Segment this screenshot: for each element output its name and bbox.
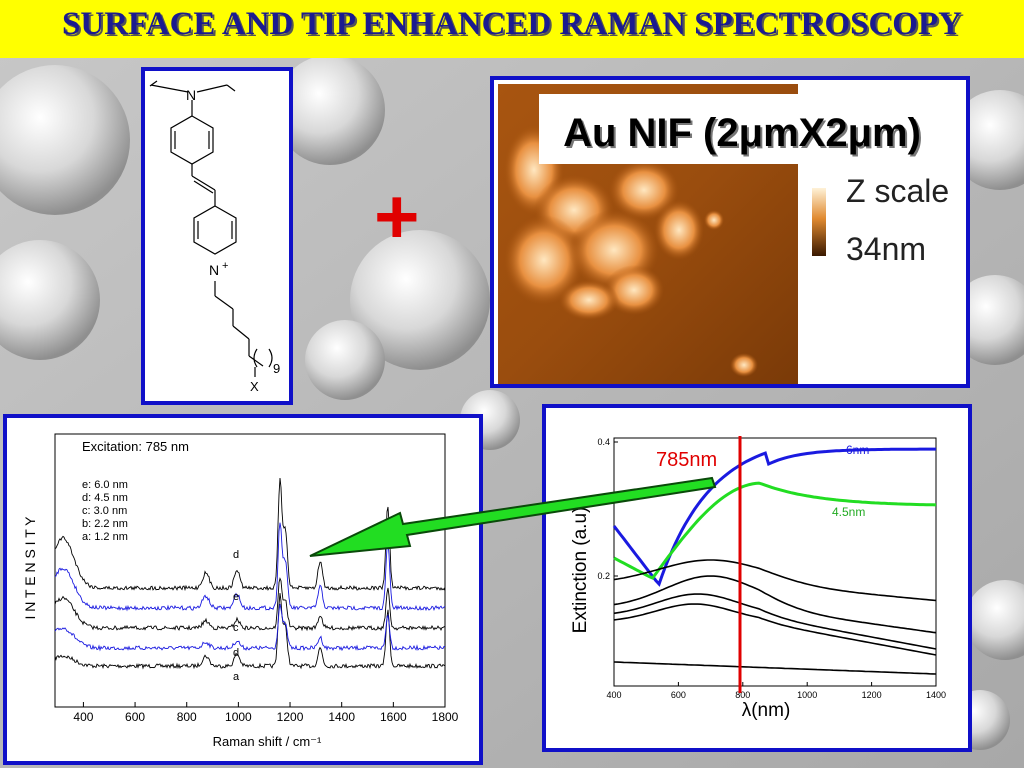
raman-trace-e: [54, 522, 446, 612]
raman-spectra-panel: Excitation: 785 nm e: 6.0 nm d: 4.5 nm c…: [3, 414, 483, 765]
raman-plot-frame: [54, 433, 446, 708]
ext-xtick-label: 600: [671, 690, 686, 700]
ext-ytick-label: 0.4: [597, 437, 610, 447]
curve-black-2: [613, 575, 937, 634]
molecule-structure-panel: N N + 9 X: [141, 67, 293, 405]
curve-black-1: [613, 559, 937, 602]
raman-trace-d-lower: [54, 603, 445, 652]
raman-spectra-chart: Excitation: 785 nm e: 6.0 nm d: 4.5 nm c…: [22, 433, 459, 749]
excitation-label: Excitation: 785 nm: [82, 439, 189, 454]
series-label-4.5nm: 4.5nm: [832, 505, 865, 519]
molecule-diagram: N N + 9 X: [149, 80, 280, 394]
z-scale-value: 34nm: [846, 231, 926, 267]
raman-trace-d: [54, 477, 446, 592]
curve-4.5nm: [613, 481, 937, 580]
afm-label: Au NIF (2μmX2μm): [563, 111, 921, 155]
afm-image: Au NIF (2μmX2μm) Z scale 34nm: [498, 84, 964, 384]
raman-trace-label: c: [233, 622, 239, 634]
ext-xtick-label: 1000: [797, 690, 817, 700]
raman-xtick-label: 400: [73, 710, 93, 724]
legend-entry-e: e: 6.0 nm: [82, 479, 128, 491]
series-label-6nm: 6nm: [846, 443, 869, 457]
raman-xtick-label: 1600: [380, 710, 407, 724]
curve-6nm: [612, 447, 936, 587]
ext-xtick-label: 800: [735, 690, 750, 700]
repeat-subscript: 9: [273, 361, 280, 376]
ext-xtick-label: 1200: [862, 690, 882, 700]
raman-xtick-label: 1200: [277, 710, 304, 724]
extinction-plot-frame: [613, 437, 937, 687]
afm-label-box: [539, 94, 945, 164]
raman-xtick-label: 1400: [328, 710, 355, 724]
pyridinium-n-label: N: [209, 262, 219, 278]
extinction-y-label: Extinction (a.u): [570, 507, 591, 634]
legend-entry-d: d: 4.5 nm: [82, 492, 128, 504]
z-scale-label: Z scale: [846, 173, 949, 209]
curve-black-3: [613, 593, 937, 650]
extinction-chart: 400 600 800 1000 1200 1400 0.4 0.2 785nm 6nm 4.…: [570, 436, 946, 721]
raman-y-label: I N T E N S I T Y: [22, 516, 38, 620]
nanoparticle-clusters: [504, 125, 758, 377]
raman-trace-label: e: [233, 591, 239, 603]
z-scale-bar: [812, 188, 826, 256]
charge-label: +: [222, 260, 228, 272]
afm-image-panel: Au NIF (2μmX2μm) Z scale 34nm: [490, 76, 970, 388]
plus-sign: +: [374, 172, 420, 260]
slide-title: SURFACE AND TIP ENHANCED RAMAN SPECTROSC…: [62, 6, 962, 42]
curve-black-5: [613, 661, 937, 675]
raman-trace-a: [54, 592, 446, 670]
raman-trace-label: d: [233, 647, 239, 659]
title-banner: SURFACE AND TIP ENHANCED RAMAN SPECTROSC…: [0, 0, 1024, 58]
legend-entry-a: a: 1.2 nm: [82, 531, 128, 543]
raman-xtick-label: 1800: [432, 710, 459, 724]
curve-black-4: [613, 603, 937, 656]
raman-x-label: Raman shift / cm⁻¹: [213, 734, 322, 749]
raman-xtick-label: 1000: [225, 710, 252, 724]
ext-xtick-label: 1400: [926, 690, 946, 700]
legend-entry-c: c: 3.0 nm: [82, 505, 127, 517]
extinction-x-label: λ(nm): [742, 700, 791, 721]
legend-entry-b: b: 2.2 nm: [82, 518, 128, 530]
raman-xtick-label: 800: [177, 710, 197, 724]
amine-n-label: N: [186, 87, 196, 103]
raman-trace-label: a: [233, 671, 240, 683]
raman-xtick-label: 600: [125, 710, 145, 724]
raman-trace-c: [54, 577, 446, 632]
excitation-marker-label: 785nm: [656, 449, 717, 471]
ext-ytick-label: 0.2: [597, 571, 610, 581]
extinction-spectra-panel: 400 600 800 1000 1200 1400 0.4 0.2 785nm 6nm 4.…: [542, 404, 972, 752]
raman-trace-label: d: [233, 549, 239, 561]
ext-xtick-label: 400: [606, 690, 621, 700]
end-group-label: X: [250, 379, 259, 394]
